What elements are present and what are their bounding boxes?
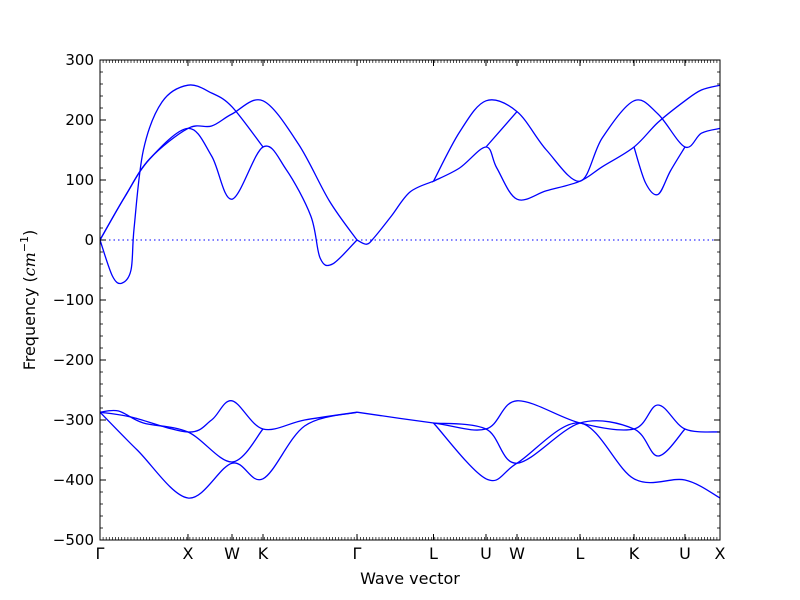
- plot-lines: [99, 84, 721, 499]
- y-tick-label: −200: [53, 351, 94, 369]
- x-tick-label: W: [224, 544, 240, 563]
- x-tick-label: L: [429, 544, 438, 563]
- y-tick-label: −400: [53, 471, 94, 489]
- band-line-10: [99, 409, 264, 463]
- x-tick-label: W: [509, 544, 525, 563]
- y-tick-label: 300: [65, 51, 94, 69]
- band-line-9: [99, 411, 358, 499]
- plot-frame: [99, 59, 721, 541]
- band-line-8: [99, 400, 358, 433]
- band-line-1: [99, 99, 358, 241]
- y-axis-label-prefix: Frequency (: [20, 276, 39, 370]
- x-tick-label: L: [576, 544, 585, 563]
- band-line-6: [485, 111, 518, 148]
- band-line-12: [433, 422, 721, 499]
- band-line-11: [356, 400, 721, 433]
- y-axis-label: Frequency (cm−1): [18, 230, 39, 371]
- band-line-5: [432, 99, 721, 182]
- y-tick-label: −100: [53, 291, 94, 309]
- x-tick-label: K: [258, 544, 269, 563]
- band-line-2: [99, 127, 358, 267]
- y-tick-label: 100: [65, 171, 94, 189]
- x-tick-label: U: [679, 544, 691, 563]
- x-tick-label: Γ: [96, 544, 105, 563]
- band-line-3: [99, 84, 264, 285]
- y-axis-label-unit: cm: [20, 252, 39, 276]
- y-tick-label: 200: [65, 111, 94, 129]
- x-tick-label: K: [629, 544, 640, 563]
- x-tick-label: X: [182, 544, 193, 563]
- y-axis-label-exponent: −1: [18, 236, 31, 252]
- band-line-4: [356, 84, 721, 245]
- x-tick-label: U: [480, 544, 492, 563]
- y-tick-label: −500: [53, 531, 94, 549]
- x-axis-label: Wave vector: [360, 569, 460, 588]
- y-tick-label: −300: [53, 411, 94, 429]
- y-tick-label: 0: [84, 231, 94, 249]
- x-tick-label: Γ: [353, 544, 362, 563]
- y-axis-label-suffix: ): [20, 230, 39, 236]
- band-line-13: [433, 420, 686, 464]
- x-tick-label: X: [715, 544, 726, 563]
- band-line-7: [633, 146, 686, 196]
